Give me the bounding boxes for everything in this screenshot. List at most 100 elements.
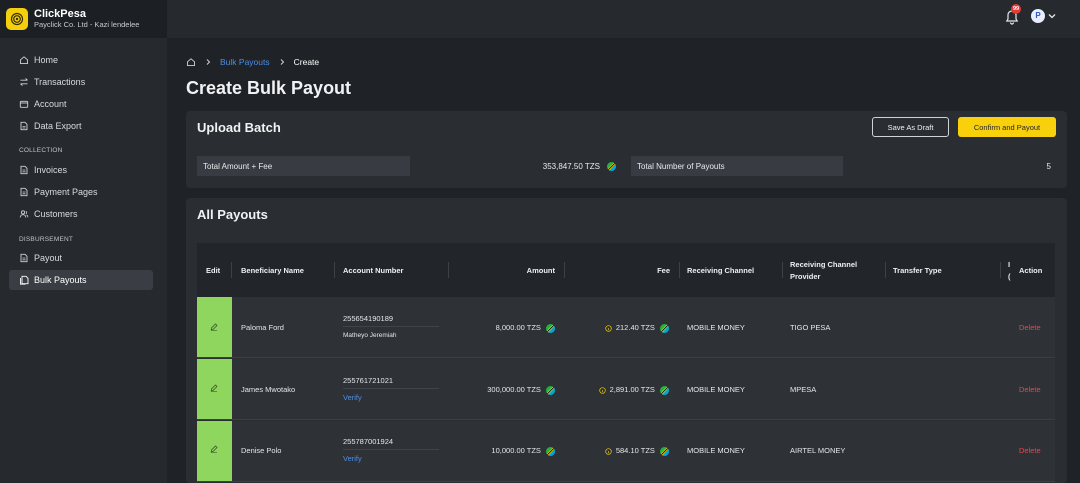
- column-divider: [448, 262, 449, 278]
- sidebar-item-label: Payout: [34, 253, 63, 263]
- confirm-payout-button[interactable]: Confirm and Payout: [958, 117, 1056, 137]
- column-header-action: Action: [1019, 266, 1043, 275]
- brand-org: Payclick Co. Ltd - Kazi lendelee: [34, 20, 140, 29]
- bulk-payout-icon: [20, 275, 29, 285]
- document-export-icon: [20, 121, 28, 131]
- clickpesa-logo-icon: [6, 8, 28, 30]
- breadcrumb-current: Create: [293, 57, 320, 67]
- column-header-fee: Fee: [657, 266, 670, 275]
- sidebar-item-label: Payment Pages: [34, 187, 98, 197]
- total-amount-value: 353,847.50 TZS: [542, 161, 600, 171]
- pencil-icon[interactable]: [210, 445, 218, 453]
- beneficiary-name: Paloma Ford: [241, 323, 284, 332]
- total-amount-value-cell: 353,847.50 TZS: [410, 156, 620, 176]
- table-row: James Mwotako 255761721021 Verify 300,00…: [197, 359, 1055, 420]
- avatar[interactable]: P: [1031, 9, 1045, 23]
- amount-value: 8,000.00 TZS: [495, 323, 541, 332]
- tanzania-flag-icon: [546, 323, 555, 333]
- delete-link[interactable]: Delete: [1019, 385, 1041, 394]
- brand[interactable]: ClickPesa Payclick Co. Ltd - Kazi lendel…: [0, 0, 167, 38]
- column-divider: [231, 262, 232, 278]
- document-icon: [20, 187, 28, 197]
- divider: [343, 388, 439, 389]
- pencil-icon[interactable]: [210, 384, 218, 392]
- sidebar-item-data-export[interactable]: Data Export: [9, 116, 153, 136]
- receiving-channel: MOBILE MONEY: [687, 446, 745, 455]
- column-header-edit: Edit: [206, 266, 221, 275]
- tanzania-flag-icon: [546, 446, 555, 456]
- divider: [343, 326, 439, 327]
- column-divider: [679, 262, 680, 278]
- fee-cell: 584.10 TZS: [569, 446, 669, 456]
- pencil-icon[interactable]: [210, 323, 218, 331]
- column-header-beneficiary: Beneficiary Name: [241, 266, 304, 275]
- chevron-down-icon[interactable]: [1047, 11, 1057, 21]
- column-header-provider-line2: Provider: [790, 272, 821, 281]
- column-divider: [885, 262, 886, 278]
- sidebar-item-label: Home: [34, 55, 59, 65]
- save-draft-button[interactable]: Save As Draft: [872, 117, 949, 137]
- column-header-provider-line1: Receiving Channel: [790, 260, 858, 269]
- top-bar: ClickPesa Payclick Co. Ltd - Kazi lendel…: [0, 0, 1080, 38]
- sidebar-item-home[interactable]: Home: [9, 50, 153, 70]
- tanzania-flag-icon: [660, 446, 669, 456]
- fee-value: 2,891.00 TZS: [609, 385, 655, 394]
- sidebar-item-label: Account: [34, 99, 67, 109]
- column-divider: [1000, 262, 1001, 278]
- all-payouts-title: All Payouts: [197, 207, 268, 222]
- sidebar-item-bulk-payouts[interactable]: Bulk Payouts: [9, 270, 153, 290]
- delete-link[interactable]: Delete: [1019, 323, 1041, 332]
- table-row: Denise Polo 255787001924 Verify 10,000.0…: [197, 421, 1055, 482]
- sidebar-section-collection: COLLECTION: [19, 147, 63, 154]
- sidebar-item-customers[interactable]: Customers: [9, 204, 153, 224]
- table-row: Paloma Ford 255654190189 Matheyo Jeremia…: [197, 297, 1055, 358]
- sidebar-item-account[interactable]: Account: [9, 94, 153, 114]
- home-icon[interactable]: [186, 57, 196, 67]
- home-icon: [20, 56, 28, 65]
- amount-cell: 8,000.00 TZS: [455, 323, 555, 333]
- edit-cell[interactable]: [197, 359, 232, 419]
- column-divider: [782, 262, 783, 278]
- info-icon[interactable]: [605, 447, 612, 455]
- sidebar-item-invoices[interactable]: Invoices: [9, 160, 153, 180]
- users-icon: [19, 210, 29, 218]
- info-icon[interactable]: [598, 386, 606, 394]
- column-divider: [564, 262, 565, 278]
- verify-link[interactable]: Verify: [343, 454, 362, 463]
- sidebar-item-label: Invoices: [34, 165, 68, 175]
- total-amount-label: Total Amount + Fee: [197, 156, 410, 176]
- tanzania-flag-icon: [660, 385, 669, 395]
- breadcrumb-link-bulk-payouts[interactable]: Bulk Payouts: [220, 57, 270, 67]
- fee-value: 212.40 TZS: [615, 323, 655, 332]
- tanzania-flag-icon: [546, 385, 555, 395]
- channel-provider: AIRTEL MONEY: [790, 446, 846, 455]
- upload-batch-title: Upload Batch: [197, 120, 281, 135]
- tanzania-flag-icon: [660, 323, 669, 333]
- sidebar-item-label: Bulk Payouts: [34, 275, 87, 285]
- notification-badge: 99: [1011, 4, 1021, 14]
- delete-link[interactable]: Delete: [1019, 446, 1041, 455]
- fee-cell: 212.40 TZS: [569, 323, 669, 333]
- column-header-channel: Receiving Channel: [687, 266, 755, 275]
- page-title: Create Bulk Payout: [186, 78, 352, 98]
- sidebar-item-transactions[interactable]: Transactions: [9, 72, 153, 92]
- chevron-right-icon: [206, 59, 211, 65]
- verify-link[interactable]: Verify: [343, 393, 362, 402]
- transfer-arrows-icon: [20, 78, 28, 86]
- document-icon: [20, 165, 28, 175]
- info-icon[interactable]: [605, 324, 612, 332]
- beneficiary-name: James Mwotako: [241, 385, 296, 394]
- sidebar-item-payout[interactable]: Payout: [9, 248, 153, 268]
- receiving-channel: MOBILE MONEY: [687, 323, 745, 332]
- edit-cell[interactable]: [197, 421, 232, 481]
- column-header-truncated-line1: I: [1008, 260, 1011, 269]
- breadcrumb: Bulk Payouts Create: [186, 56, 319, 68]
- sidebar-item-label: Data Export: [34, 121, 82, 131]
- sidebar-item-payment-pages[interactable]: Payment Pages: [9, 182, 153, 202]
- sidebar-section-disbursement: DISBURSEMENT: [19, 236, 74, 243]
- amount-value: 300,000.00 TZS: [487, 385, 541, 394]
- payouts-table-header: [197, 243, 1055, 297]
- column-header-amount: Amount: [526, 266, 555, 275]
- fee-cell: 2,891.00 TZS: [569, 385, 669, 395]
- edit-cell[interactable]: [197, 297, 232, 357]
